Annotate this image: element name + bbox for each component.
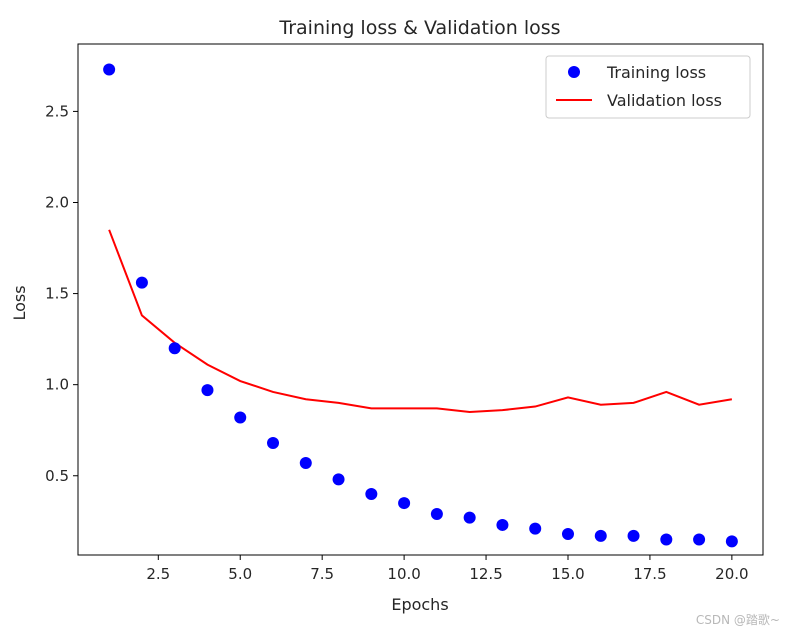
legend-label: Training loss	[606, 63, 706, 82]
y-tick-label: 1.0	[45, 376, 69, 394]
legend-marker-training	[568, 66, 580, 78]
x-tick-label: 17.5	[633, 565, 666, 583]
training-loss-point	[398, 497, 411, 510]
training-loss-point	[430, 508, 443, 521]
x-axis-label: Epochs	[391, 595, 448, 614]
validation-loss-line	[108, 229, 733, 413]
x-axis: 2.5 5.0 7.5 10.0 12.5 15.0 17.5 20.0	[146, 555, 749, 583]
training-loss-point	[660, 533, 673, 546]
legend-box	[545, 55, 751, 119]
training-loss-point	[627, 529, 640, 542]
y-tick-label: 0.5	[45, 467, 69, 485]
training-loss-point	[201, 384, 214, 397]
training-loss-point	[529, 522, 542, 535]
training-loss-point	[168, 342, 181, 355]
training-loss-point	[135, 276, 148, 289]
legend-label: Validation loss	[607, 91, 722, 110]
training-loss-point	[561, 528, 574, 541]
training-loss-point	[332, 473, 345, 486]
x-tick-label: 20.0	[715, 565, 748, 583]
x-tick-label: 10.0	[387, 565, 420, 583]
x-tick-label: 5.0	[228, 565, 252, 583]
training-loss-point	[299, 457, 312, 470]
training-loss-point	[365, 487, 378, 500]
training-loss-point	[463, 511, 476, 524]
training-loss-point	[103, 63, 116, 76]
chart-title: Training loss & Validation loss	[278, 17, 560, 39]
x-tick-label: 12.5	[469, 565, 502, 583]
plot-area	[77, 43, 764, 556]
y-axis-label: Loss	[10, 285, 29, 320]
y-tick-label: 2.5	[45, 102, 69, 120]
training-loss-point	[267, 436, 280, 449]
y-tick-label: 1.5	[45, 285, 69, 303]
y-axis: 0.5 1.0 1.5 2.0 2.5	[45, 102, 78, 485]
watermark: CSDN @踏歌~	[696, 612, 780, 627]
training-loss-point	[234, 411, 247, 424]
training-loss-point	[594, 529, 607, 542]
plot-frame	[77, 43, 764, 556]
x-tick-label: 7.5	[310, 565, 334, 583]
training-loss-point	[725, 535, 738, 548]
x-tick-label: 2.5	[146, 565, 170, 583]
x-tick-label: 15.0	[551, 565, 584, 583]
training-loss-point	[693, 533, 706, 546]
training-loss-point	[496, 518, 509, 531]
legend: Training loss Validation loss	[545, 55, 751, 119]
y-tick-label: 2.0	[45, 193, 69, 211]
